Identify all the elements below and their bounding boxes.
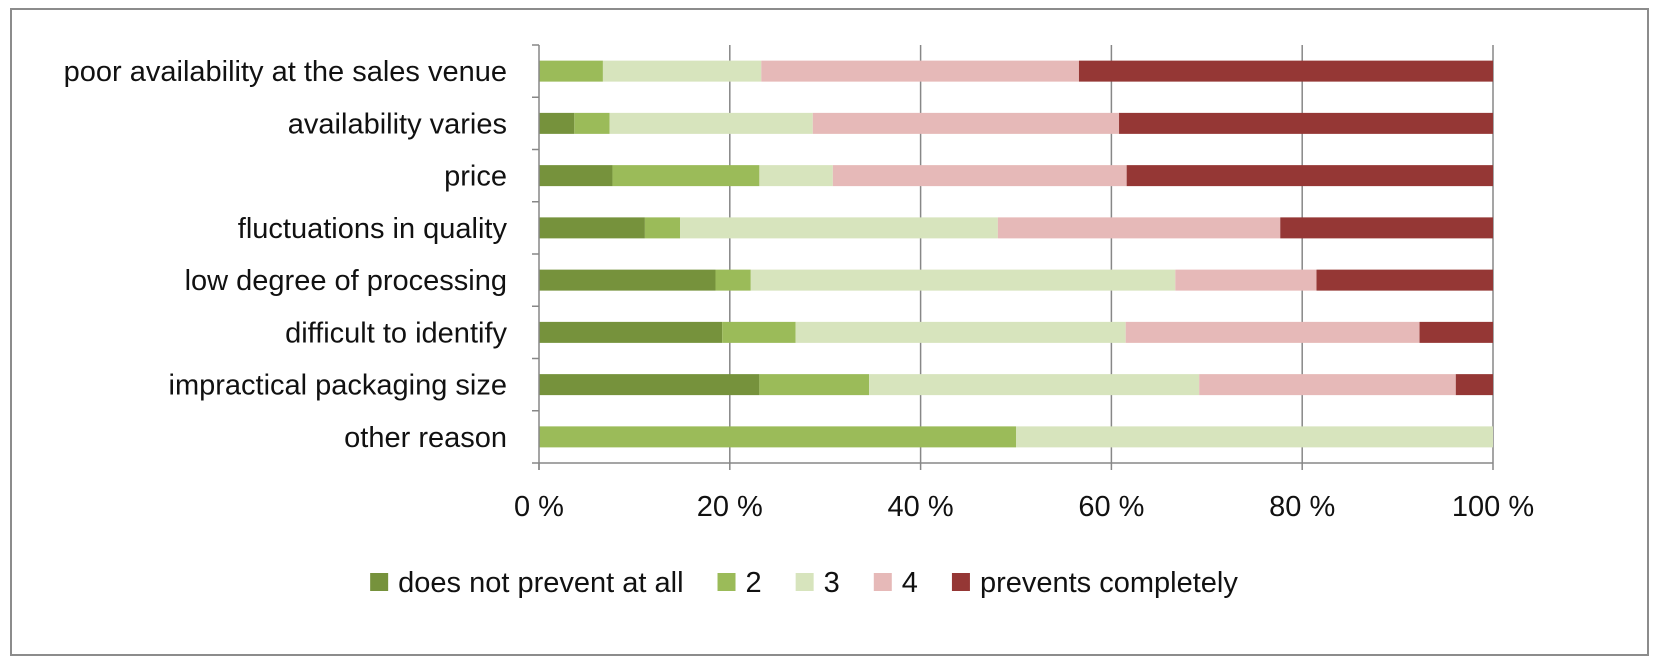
- x-tick-label: 20 %: [697, 491, 763, 523]
- category-label: other reason: [344, 422, 507, 454]
- bar-segment: [1280, 217, 1493, 239]
- bars: [539, 60, 1493, 448]
- category-label: poor availability at the sales venue: [64, 56, 507, 88]
- bar-segment: [539, 426, 1016, 448]
- category-label: price: [444, 161, 507, 193]
- gridlines: [729, 45, 1494, 463]
- x-tick-label: 0 %: [514, 491, 564, 523]
- bar-segment: [812, 112, 1120, 134]
- legend-item: does not prevent at all: [370, 567, 684, 599]
- legend-label: 3: [824, 567, 840, 599]
- bar-segment: [997, 217, 1281, 239]
- legend-item: 3: [795, 567, 840, 599]
- bar-segment: [644, 217, 681, 239]
- bar-segment: [539, 60, 603, 82]
- legend-swatch: [370, 573, 389, 591]
- legend-label: 2: [746, 567, 762, 599]
- bar-segment: [1016, 426, 1493, 448]
- legend-item: 2: [717, 567, 762, 599]
- bar-segment: [574, 112, 610, 134]
- category-label: fluctuations in quality: [238, 213, 508, 245]
- category-label: low degree of processing: [185, 265, 507, 297]
- x-tick-label: 40 %: [888, 491, 954, 523]
- bar-segment: [1419, 321, 1493, 343]
- category-label: availability varies: [288, 108, 507, 140]
- category-label: difficult to identify: [285, 317, 507, 349]
- bar-segment: [1316, 269, 1493, 291]
- bar-segment: [539, 112, 575, 134]
- category-label: impractical packaging size: [169, 370, 507, 402]
- bar-segment: [715, 269, 751, 291]
- legend-swatch: [717, 573, 736, 591]
- bar-segment: [539, 165, 613, 187]
- legend-label: prevents completely: [980, 567, 1238, 599]
- bar-segment: [680, 217, 998, 239]
- legend-swatch: [951, 573, 970, 591]
- x-tick-label: 100 %: [1452, 491, 1534, 523]
- legend-item: 4: [873, 567, 918, 599]
- category-labels: poor availability at the sales venue avai…: [64, 56, 508, 454]
- bar-segment: [795, 321, 1126, 343]
- bar-segment: [1119, 112, 1493, 134]
- x-tick-labels: 0 % 20 % 40 % 60 % 80 % 100 %: [514, 491, 1534, 523]
- bar-segment: [1125, 321, 1420, 343]
- legend-item: prevents completely: [951, 567, 1238, 599]
- bar-segment: [1126, 165, 1493, 187]
- bar-segment: [1175, 269, 1317, 291]
- x-tick-label: 80 %: [1269, 491, 1335, 523]
- bar-segment: [759, 374, 870, 396]
- x-tick-label: 60 %: [1078, 491, 1144, 523]
- legend-swatch: [873, 573, 892, 591]
- bar-segment: [609, 112, 813, 134]
- bar-segment: [750, 269, 1176, 291]
- bar-segment: [832, 165, 1127, 187]
- bar-segment: [722, 321, 796, 343]
- legend: does not prevent at all 2 3 4 prevents compl…: [370, 567, 1238, 599]
- bar-segment: [1199, 374, 1456, 396]
- axes: [532, 44, 1494, 470]
- bar-segment: [539, 374, 760, 396]
- legend-label: does not prevent at all: [398, 567, 683, 599]
- bar-segment: [1078, 60, 1493, 82]
- bar-segment: [1455, 374, 1493, 396]
- bar-segment: [602, 60, 762, 82]
- bar-segment: [761, 60, 1079, 82]
- bar-segment: [539, 217, 645, 239]
- legend-swatch: [795, 573, 814, 591]
- bar-segment: [612, 165, 760, 187]
- bar-segment: [539, 269, 716, 291]
- bar-segment: [869, 374, 1200, 396]
- bar-segment: [759, 165, 833, 187]
- bar-segment: [539, 321, 723, 343]
- legend-label: 4: [902, 567, 918, 599]
